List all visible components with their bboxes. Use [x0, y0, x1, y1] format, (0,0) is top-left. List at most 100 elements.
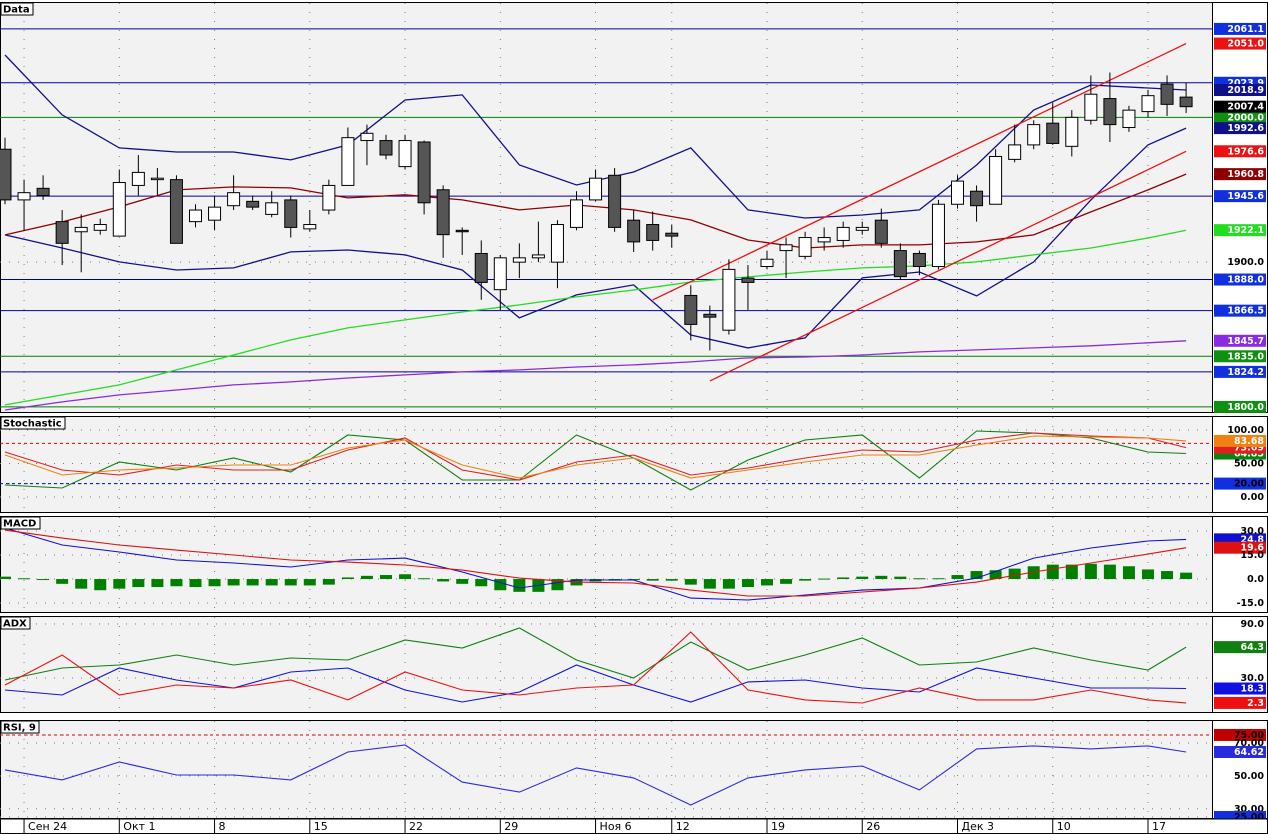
indicator-line [4, 664, 1187, 703]
date-label: 10 [1057, 820, 1071, 833]
histogram-bar [1084, 563, 1097, 580]
histogram-bar [170, 579, 183, 587]
axis-label: 64.3 [1241, 642, 1264, 653]
histogram-bar [151, 579, 164, 588]
axis-label: 73.69 [1234, 443, 1264, 454]
histogram-bar [703, 579, 716, 589]
axis-label-box [1214, 334, 1266, 347]
candle-body [322, 184, 336, 211]
panel-title: MACD [3, 519, 36, 530]
candle-body [1141, 95, 1155, 113]
candle-body [817, 237, 831, 243]
panel-title: Stochastic [3, 419, 62, 430]
indicator-line [4, 229, 1187, 406]
axis-label: 1976.6 [1227, 146, 1264, 157]
date-label: 12 [676, 820, 690, 833]
indicator-line [709, 150, 1187, 382]
candle-body [246, 200, 260, 208]
axis-label: 70.00 [1234, 738, 1264, 749]
histogram-bar [1103, 564, 1116, 580]
axis-panel [1212, 616, 1268, 713]
indicator-line [4, 340, 1187, 411]
candle-body [131, 171, 145, 186]
histogram-bar [322, 579, 335, 585]
candle-body [798, 237, 812, 257]
indicator-line [4, 631, 1187, 704]
histogram-bar [780, 579, 793, 584]
axis-label: 0.00 [1241, 492, 1265, 503]
candle-body [836, 226, 850, 241]
indicator-line [4, 430, 1187, 491]
axis-label: 1888.0 [1227, 275, 1264, 286]
histogram-bar [837, 577, 850, 580]
indicator-line [4, 744, 1187, 806]
histogram-bar [208, 579, 221, 587]
candle-body [0, 148, 12, 201]
candle-body [855, 226, 869, 231]
axis-label: 2007.4 [1227, 102, 1264, 113]
candle-body [1084, 93, 1098, 121]
axis-label-box [1214, 400, 1266, 413]
histogram-bar [56, 579, 69, 584]
axis-label-box [1214, 541, 1266, 554]
candle-body [684, 294, 698, 325]
candle-body [1027, 124, 1041, 146]
histogram-bar [94, 579, 107, 591]
date-label: Сен 24 [28, 820, 67, 833]
candle-body [398, 140, 412, 168]
candle-body [1008, 144, 1022, 160]
candle-body [227, 192, 241, 207]
candle-body [570, 199, 583, 228]
axis-label: 2023.9 [1227, 78, 1264, 89]
indicator-line [652, 43, 1187, 301]
axis-label: 1835.0 [1227, 351, 1264, 362]
candle-body [17, 192, 31, 201]
candle-body [303, 224, 317, 230]
axis-label-box [1214, 696, 1266, 709]
candle-body [531, 254, 545, 259]
axis-label-box [1214, 168, 1266, 181]
candle-body [1046, 122, 1060, 144]
axis-label: 1845.7 [1227, 336, 1264, 347]
histogram-bar [113, 579, 126, 589]
candle-body [627, 219, 641, 243]
candle-body [550, 224, 564, 263]
date-label: 26 [866, 820, 880, 833]
candle-body [989, 155, 1003, 205]
candle-body [779, 244, 793, 252]
axis-label: 1992.6 [1227, 123, 1264, 134]
histogram-bar [1161, 571, 1174, 580]
histogram-bar [0, 576, 11, 580]
date-label: 15 [314, 820, 328, 833]
axis-label: 50.00 [1234, 458, 1264, 469]
axis-label: 1960.8 [1227, 169, 1264, 180]
indicator-line [4, 54, 1187, 219]
panel-title-box [0, 416, 66, 430]
histogram-bar [246, 579, 259, 586]
candle-body [341, 137, 355, 186]
axis-label-box [1214, 434, 1266, 447]
indicator-line [4, 127, 1187, 349]
candle-body [741, 277, 755, 283]
candle-body [74, 226, 88, 233]
candle-body [455, 229, 469, 233]
candle-body [1160, 83, 1174, 105]
date-label: 29 [504, 820, 518, 833]
histogram-bar [380, 575, 392, 580]
histogram-bar [1027, 566, 1040, 580]
candle-body [169, 179, 183, 244]
panel-title-box [0, 516, 41, 530]
indicator-line [4, 529, 1187, 597]
histogram-bar [951, 575, 964, 580]
histogram-bar [665, 579, 678, 581]
axis-label: 1900.0 [1227, 257, 1264, 268]
axis-label-box [1214, 728, 1266, 741]
histogram-bar [761, 579, 773, 586]
histogram-bar [551, 579, 564, 591]
indicator-line [4, 627, 1187, 681]
axis-label-box [1214, 350, 1266, 363]
date-label: 8 [219, 820, 226, 833]
histogram-bar [360, 575, 373, 580]
candle-body [760, 258, 774, 268]
